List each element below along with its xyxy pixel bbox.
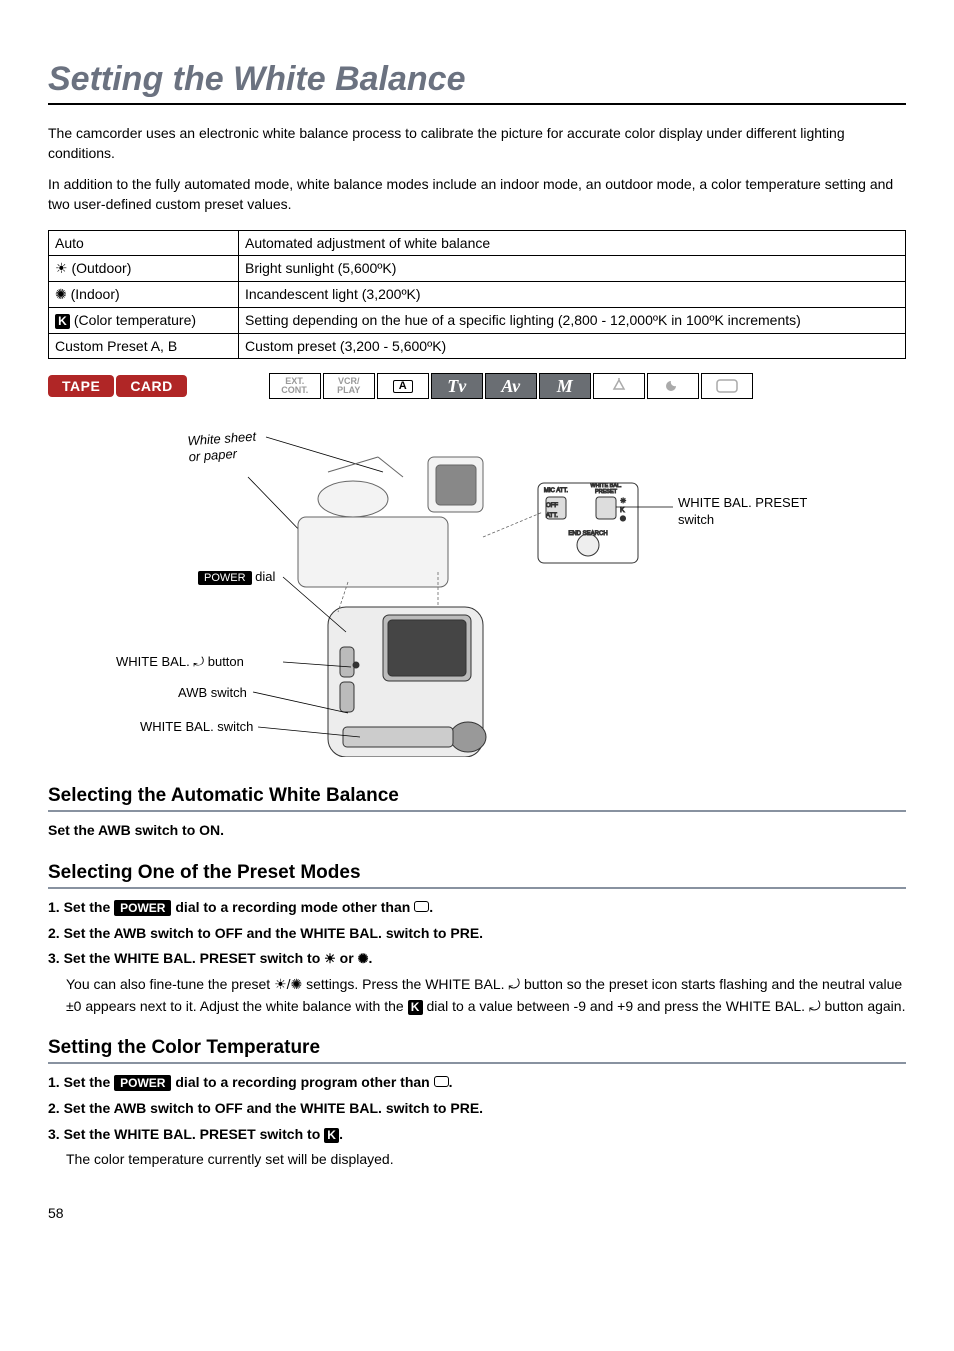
page-number: 58 [48, 1205, 906, 1221]
power-chip-icon: POWER [198, 571, 252, 585]
svg-text:ATT.: ATT. [546, 513, 558, 519]
wb-key: ☀ (Outdoor) [49, 256, 239, 282]
white-sheet-label: White sheet or paper [187, 429, 258, 465]
mode-vcr-play: VCR/PLAY [323, 373, 375, 399]
mode-tv: Tv [431, 373, 483, 399]
tape-chip: TAPE [48, 375, 114, 397]
table-row: ✺ (Indoor) Incandescent light (3,200ºK) [49, 282, 906, 308]
svg-text:✺: ✺ [620, 515, 626, 523]
power-chip-icon: POWER [114, 900, 171, 916]
section-heading-color-temp: Setting the Color Temperature [48, 1037, 906, 1064]
intro-paragraph-1: The camcorder uses an electronic white b… [48, 123, 906, 164]
table-row: Auto Automated adjustment of white balan… [49, 231, 906, 256]
wb-preset-switch-label: WHITE BAL. PRESETswitch [678, 495, 807, 529]
preset-step-3: 3. Set the WHITE BAL. PRESET switch to ☀… [48, 948, 906, 970]
mode-ext-cont: EXT.CONT. [269, 373, 321, 399]
table-row: K (Color temperature) Setting depending … [49, 308, 906, 334]
sun-icon: ☀ [324, 951, 336, 966]
svg-text:OFF: OFF [546, 503, 558, 509]
easy-mode-icon [414, 901, 429, 912]
mode-av: Av [485, 373, 537, 399]
svg-text:MIC ATT.: MIC ATT. [544, 488, 569, 494]
ct-step-1: 1. Set the POWER dial to a recording pro… [48, 1072, 906, 1094]
table-row: Custom Preset A, B Custom preset (3,200 … [49, 334, 906, 359]
k-icon: K [324, 1128, 339, 1143]
bulb-icon: ✺ [358, 951, 369, 966]
wb-key: K (Color temperature) [49, 308, 239, 334]
wb-key: ✺ (Indoor) [49, 282, 239, 308]
section-heading-preset: Selecting One of the Preset Modes [48, 862, 906, 889]
preset-step-2: 2. Set the AWB switch to OFF and the WHI… [48, 923, 906, 945]
wb-val: Custom preset (3,200 - 5,600ºK) [239, 334, 906, 359]
wb-switch-label: WHITE BAL. switch [140, 719, 253, 734]
mode-a: A [377, 373, 429, 399]
ct-step-2: 2. Set the AWB switch to OFF and the WHI… [48, 1098, 906, 1120]
ct-step-3: 3. Set the WHITE BAL. PRESET switch to K… [48, 1124, 906, 1146]
svg-text:☀: ☀ [620, 497, 626, 505]
auto-step-1: Set the AWB switch to ON. [48, 820, 906, 842]
svg-text:END SEARCH: END SEARCH [568, 531, 607, 537]
section-heading-auto: Selecting the Automatic White Balance [48, 785, 906, 812]
svg-text:K: K [620, 507, 625, 514]
wb-key: Custom Preset A, B [49, 334, 239, 359]
k-icon: K [408, 1000, 423, 1015]
table-row: ☀ (Outdoor) Bright sunlight (5,600ºK) [49, 256, 906, 282]
svg-text:PRESET: PRESET [595, 489, 618, 495]
wb-key: Auto [49, 231, 239, 256]
wb-val: Automated adjustment of white balance [239, 231, 906, 256]
k-icon: K [55, 314, 70, 329]
card-chip: CARD [116, 375, 186, 397]
wb-val: Bright sunlight (5,600ºK) [239, 256, 906, 282]
easy-mode-icon [434, 1076, 449, 1087]
page-title: Setting the White Balance [48, 60, 906, 105]
intro-paragraph-2: In addition to the fully automated mode,… [48, 174, 906, 215]
awb-switch-label: AWB switch [178, 685, 247, 700]
wb-val: Incandescent light (3,200ºK) [239, 282, 906, 308]
white-balance-table: Auto Automated adjustment of white balan… [48, 230, 906, 359]
camcorder-diagram: END SEARCH MIC ATT. OFF ATT. WHITE BAL. … [48, 417, 906, 757]
mode-m: M [539, 373, 591, 399]
mode-row: TAPE CARD EXT.CONT. VCR/PLAY A Tv Av M [48, 373, 906, 399]
preset-step-1: 1. Set the POWER dial to a recording mod… [48, 897, 906, 919]
power-dial-label: POWER dial [198, 569, 275, 584]
mode-night-icon [647, 373, 699, 399]
mode-easy-icon [701, 373, 753, 399]
mode-spotlight-icon [593, 373, 645, 399]
power-chip-icon: POWER [114, 1075, 171, 1091]
ct-step-3-body: The color temperature currently set will… [66, 1149, 906, 1171]
preset-step-3-body: You can also fine-tune the preset ☀/✺ se… [66, 974, 906, 1017]
wb-set-button-label: WHITE BAL. ⤾ button [116, 654, 244, 670]
wb-val: Setting depending on the hue of a specif… [239, 308, 906, 334]
